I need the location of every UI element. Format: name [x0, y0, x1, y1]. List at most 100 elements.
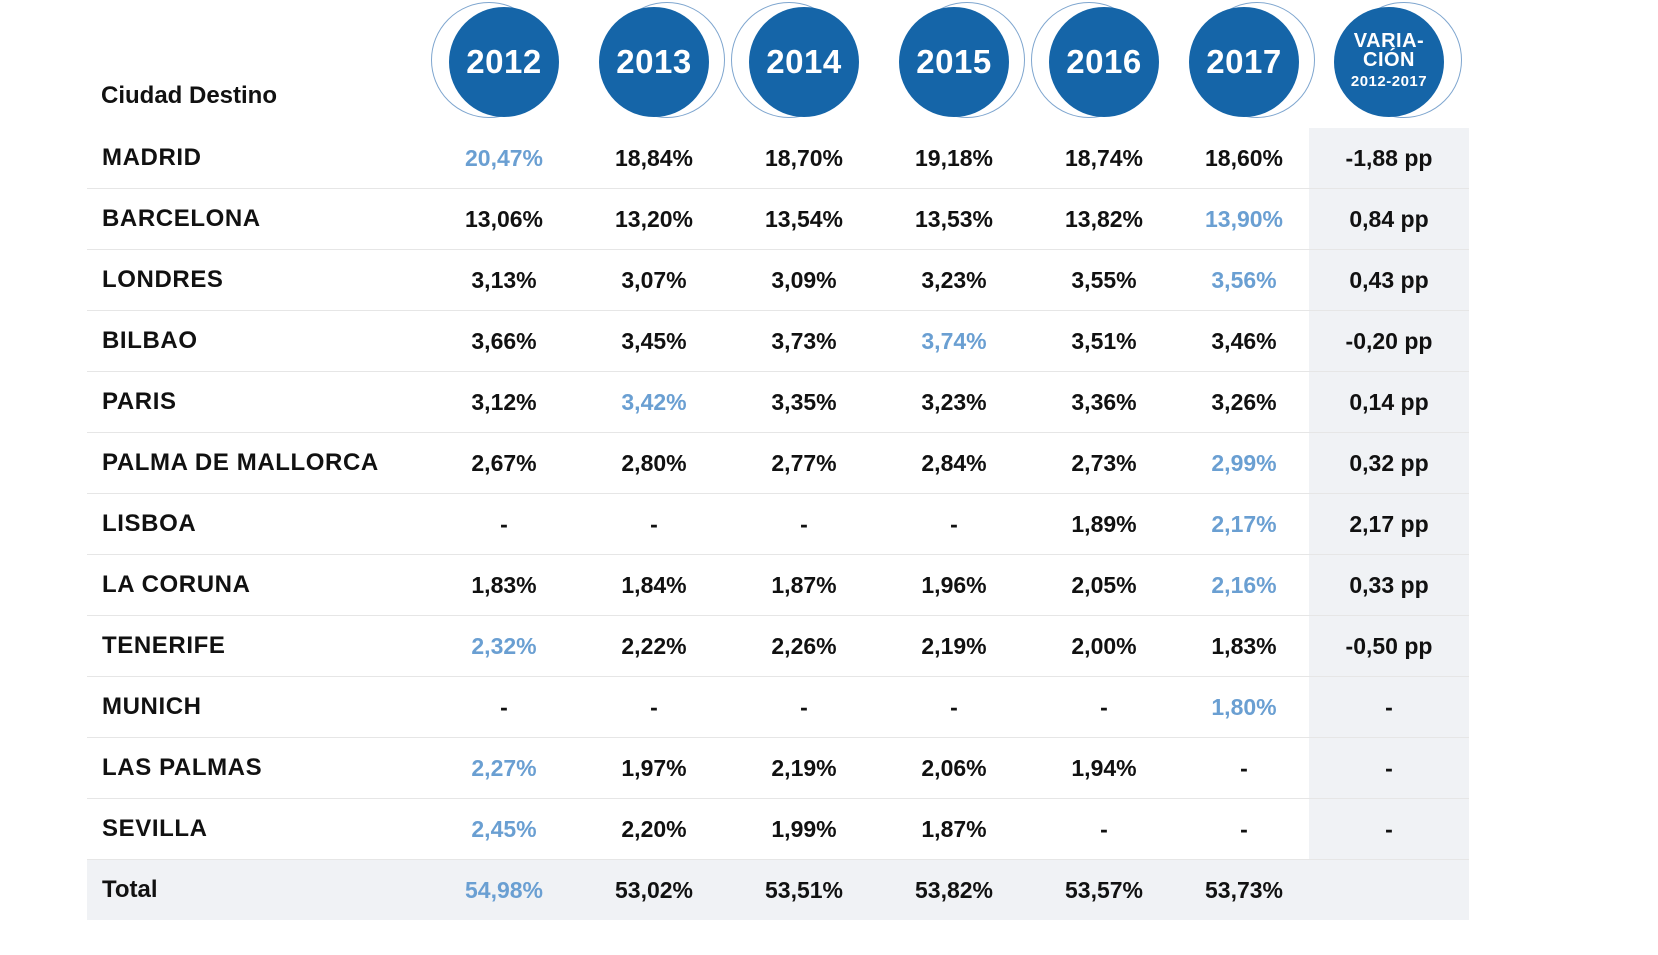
table-header-row: Ciudad Destino 2012 2013 2014 2015 2016 2017 V… — [87, 0, 1469, 128]
table-row: MADRID 20,47% 18,84% 18,70% 19,18% 18,74% 18,6… — [87, 128, 1469, 188]
value-cell-2013: 2,20% — [621, 816, 687, 842]
value-cell-2015: 2,84% — [921, 450, 987, 476]
value-cell-2017: 2,17% — [1211, 511, 1277, 537]
city-name: BILBAO — [102, 327, 198, 354]
table-row: LONDRES 3,13% 3,07% 3,09% 3,23% 3,55% 3,56% 0,4… — [87, 249, 1469, 310]
value-cell-2016: 2,00% — [1071, 633, 1137, 659]
year-header-2016: 2016 — [1029, 0, 1179, 128]
year-circle: 2012 — [449, 7, 559, 117]
city-name: LONDRES — [102, 266, 224, 293]
value-cell-2014: 3,35% — [771, 389, 837, 415]
variation-cell: - — [1309, 799, 1469, 859]
value-cell-2016: 1,89% — [1071, 511, 1137, 537]
table-row: LISBOA - - - - 1,89% 2,17% 2,17 pp — [87, 493, 1469, 554]
city-name: LAS PALMAS — [102, 754, 263, 781]
value-cell-2013: - — [650, 694, 658, 720]
row-header-label: Ciudad Destino — [101, 82, 278, 109]
variation-cell: -1,88 pp — [1309, 128, 1469, 188]
value-cell-2015: 1,87% — [921, 816, 987, 842]
year-circle: 2015 — [899, 7, 1009, 117]
value-cell-2014: 3,73% — [771, 328, 837, 354]
value-cell-2014: 1,87% — [771, 572, 837, 598]
variation-cell: -0,50 pp — [1309, 616, 1469, 676]
variation-cell: 0,32 pp — [1309, 433, 1469, 493]
value-cell-2014: 1,99% — [771, 816, 837, 842]
value-cell-2015: - — [950, 511, 958, 537]
variation-cell: - — [1309, 738, 1469, 798]
total-row: Total 54,98% 53,02% 53,51% 53,82% 53,57% 53,73… — [87, 859, 1469, 920]
table-row: LAS PALMAS 2,27% 1,97% 2,19% 2,06% 1,94% - - — [87, 737, 1469, 798]
year-header-2014: 2014 — [729, 0, 879, 128]
value-cell-2012: 2,45% — [471, 816, 537, 842]
value-cell-2017: 1,83% — [1211, 633, 1277, 659]
value-cell-2016: 2,73% — [1071, 450, 1137, 476]
table-row: LA CORUNA 1,83% 1,84% 1,87% 1,96% 2,05% 2,16% 0… — [87, 554, 1469, 615]
value-cell-2014: - — [800, 694, 808, 720]
year-circle: 2017 — [1189, 7, 1299, 117]
value-cell-2015: 13,53% — [914, 206, 993, 232]
table-row: SEVILLA 2,45% 2,20% 1,99% 1,87% - - - — [87, 798, 1469, 859]
variation-cell: 0,84 pp — [1309, 189, 1469, 249]
value-cell-2016: 18,74% — [1064, 145, 1143, 171]
value-cell-2012: - — [500, 694, 508, 720]
value-cell-2016: 3,51% — [1071, 328, 1137, 354]
value-cell-2012: 2,32% — [471, 633, 537, 659]
value-cell-2014: 53,51% — [764, 877, 843, 903]
value-cell-2014: 13,54% — [764, 206, 843, 232]
value-cell-2014: 3,09% — [771, 267, 837, 293]
value-cell-2017: 53,73% — [1204, 877, 1283, 903]
value-cell-2017: 3,56% — [1211, 267, 1277, 293]
value-cell-2015: 3,23% — [921, 389, 987, 415]
value-cell-2016: 1,94% — [1071, 755, 1137, 781]
value-cell-2013: - — [650, 511, 658, 537]
variation-cell: - — [1309, 677, 1469, 737]
variation-cell: 0,33 pp — [1309, 555, 1469, 615]
value-cell-2015: 53,82% — [914, 877, 993, 903]
value-cell-2015: 1,96% — [921, 572, 987, 598]
city-name: MADRID — [102, 144, 202, 171]
value-cell-2012: 20,47% — [464, 145, 543, 171]
variation-cell: 0,14 pp — [1309, 372, 1469, 432]
city-name: SEVILLA — [102, 815, 208, 842]
value-cell-2015: 3,23% — [921, 267, 987, 293]
city-name: LA CORUNA — [102, 571, 251, 598]
value-cell-2016: - — [1100, 694, 1108, 720]
value-cell-2015: 2,19% — [921, 633, 987, 659]
value-cell-2015: 19,18% — [914, 145, 993, 171]
value-cell-2012: 1,83% — [471, 572, 537, 598]
value-cell-2012: - — [500, 511, 508, 537]
value-cell-2012: 3,66% — [471, 328, 537, 354]
value-cell-2016: 3,36% — [1071, 389, 1137, 415]
value-cell-2015: 3,74% — [921, 328, 987, 354]
city-name: MUNICH — [102, 693, 202, 720]
value-cell-2016: 2,05% — [1071, 572, 1137, 598]
value-cell-2012: 13,06% — [464, 206, 543, 232]
table-row: BILBAO 3,66% 3,45% 3,73% 3,74% 3,51% 3,46% -0,2… — [87, 310, 1469, 371]
city-name: PALMA DE MALLORCA — [102, 449, 379, 476]
value-cell-2012: 2,27% — [471, 755, 537, 781]
value-cell-2015: 2,06% — [921, 755, 987, 781]
value-cell-2014: - — [800, 511, 808, 537]
value-cell-2013: 18,84% — [614, 145, 693, 171]
variation-cell — [1309, 860, 1469, 920]
table-row: PARIS 3,12% 3,42% 3,35% 3,23% 3,36% 3,26% 0,14 … — [87, 371, 1469, 432]
value-cell-2017: 3,46% — [1211, 328, 1277, 354]
year-circle: 2013 — [599, 7, 709, 117]
value-cell-2014: 2,26% — [771, 633, 837, 659]
value-cell-2017: 18,60% — [1204, 145, 1283, 171]
value-cell-2013: 2,80% — [621, 450, 687, 476]
value-cell-2013: 2,22% — [621, 633, 687, 659]
value-cell-2012: 2,67% — [471, 450, 537, 476]
value-cell-2017: 13,90% — [1204, 206, 1283, 232]
value-cell-2012: 3,13% — [471, 267, 537, 293]
value-cell-2015: - — [950, 694, 958, 720]
year-header-2017: 2017 — [1169, 0, 1319, 128]
year-circle: 2016 — [1049, 7, 1159, 117]
year-circle: 2014 — [749, 7, 859, 117]
value-cell-2017: 1,80% — [1211, 694, 1277, 720]
table-row: BARCELONA 13,06% 13,20% 13,54% 13,53% 13,82% 1… — [87, 188, 1469, 249]
year-header-2012: 2012 — [429, 0, 579, 128]
value-cell-2012: 54,98% — [464, 877, 543, 903]
table-row: TENERIFE 2,32% 2,22% 2,26% 2,19% 2,00% 1,83% -0… — [87, 615, 1469, 676]
value-cell-2013: 13,20% — [614, 206, 693, 232]
